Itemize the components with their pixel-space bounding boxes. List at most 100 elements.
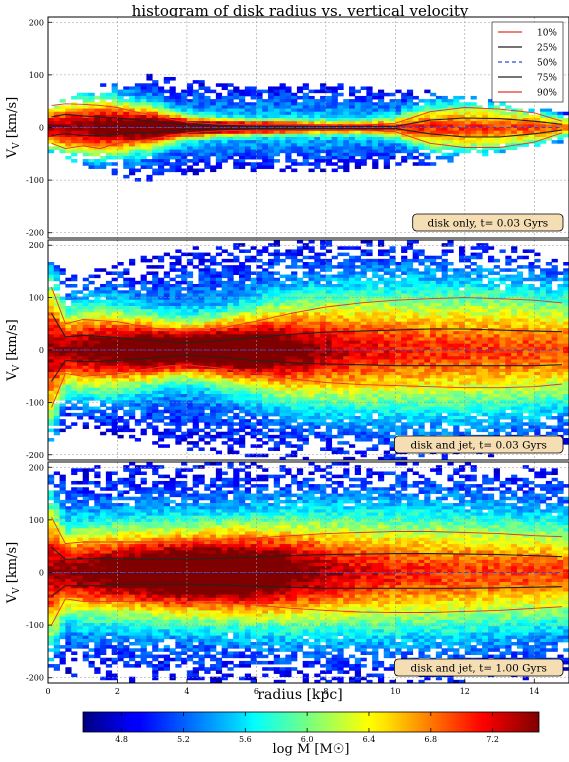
heatmap-cell xyxy=(129,155,136,160)
heatmap-cell xyxy=(366,299,373,304)
heatmap-cell xyxy=(244,353,252,357)
heatmap-cell xyxy=(53,146,60,150)
heatmap-cell xyxy=(447,127,454,132)
heatmap-cell xyxy=(343,102,350,106)
heatmap-cell xyxy=(250,168,257,173)
heatmap-cell xyxy=(117,324,124,329)
heatmap-cell xyxy=(117,309,124,313)
heatmap-cell xyxy=(273,86,280,91)
heatmap-cell xyxy=(198,296,205,301)
heatmap-cell xyxy=(48,140,55,144)
heatmap-cell xyxy=(59,365,66,370)
heatmap-cell xyxy=(82,387,89,392)
heatmap-cell xyxy=(65,111,72,116)
heatmap-cell xyxy=(146,271,153,275)
heatmap-cell xyxy=(262,416,269,420)
heatmap-cell xyxy=(320,155,327,160)
heatmap-cell xyxy=(100,290,107,294)
heatmap-cell xyxy=(152,80,159,84)
heatmap-cell xyxy=(314,431,321,436)
heatmap-cell xyxy=(296,368,304,373)
heatmap-cell xyxy=(349,127,356,132)
heatmap-cell xyxy=(337,149,344,154)
heatmap-cell xyxy=(262,318,269,323)
heatmap-cell xyxy=(314,387,321,392)
heatmap-cell xyxy=(123,155,130,160)
heatmap-cell xyxy=(146,350,153,354)
heatmap-cell xyxy=(65,133,72,138)
heatmap-cell xyxy=(349,118,356,122)
heatmap-cell xyxy=(192,346,199,351)
heatmap-cell xyxy=(169,143,176,147)
heatmap-cell xyxy=(134,152,142,157)
heatmap-cell xyxy=(395,140,402,144)
heatmap-cell xyxy=(181,89,188,94)
heatmap-cell xyxy=(256,328,263,332)
heatmap-cell xyxy=(146,143,153,147)
heatmap-cell xyxy=(291,280,298,285)
heatmap-cell xyxy=(140,375,147,379)
heatmap-cell xyxy=(169,127,176,132)
heatmap-cell xyxy=(48,387,55,392)
heatmap-cell xyxy=(325,290,333,294)
heatmap-cell xyxy=(59,381,66,385)
heatmap-cell xyxy=(291,252,298,257)
heatmap-cell xyxy=(244,102,252,106)
heatmap-cell xyxy=(296,89,304,94)
heatmap-cell xyxy=(192,409,199,414)
heatmap-cell xyxy=(383,111,390,116)
heatmap-cell xyxy=(227,394,234,398)
heatmap-cell xyxy=(186,105,194,109)
heatmap-cell xyxy=(285,400,292,404)
heatmap-cell xyxy=(302,108,309,113)
heatmap-cell xyxy=(175,149,182,154)
heatmap-cell xyxy=(82,277,89,282)
heatmap-cell xyxy=(256,114,263,119)
heatmap-cell xyxy=(169,168,176,173)
heatmap-cell xyxy=(227,365,234,370)
heatmap-cell xyxy=(157,265,165,269)
heatmap-cell xyxy=(244,400,252,404)
heatmap-cell xyxy=(152,397,159,401)
heatmap-cell xyxy=(65,394,72,398)
heatmap-cell xyxy=(140,143,147,147)
heatmap-cell xyxy=(267,324,275,329)
heatmap-cell xyxy=(262,299,269,304)
heatmap-cell xyxy=(48,419,55,423)
heatmap-cell xyxy=(198,149,205,154)
heatmap-cell xyxy=(117,359,124,363)
heatmap-cell xyxy=(325,108,333,113)
heatmap-cell xyxy=(192,124,199,128)
heatmap-cell xyxy=(175,309,182,313)
heatmap-cell xyxy=(331,353,338,357)
heatmap-cell xyxy=(291,105,298,109)
heatmap-cell xyxy=(453,127,460,132)
heatmap-cell xyxy=(152,331,159,335)
heatmap-cell xyxy=(76,356,84,360)
heatmap-cell xyxy=(349,159,356,163)
heatmap-cell xyxy=(325,268,333,272)
heatmap-cell xyxy=(505,133,512,138)
heatmap-cell xyxy=(308,130,315,135)
heatmap-cell xyxy=(406,108,414,113)
heatmap-cell xyxy=(331,302,338,307)
heatmap-cell xyxy=(100,149,107,154)
heatmap-cell xyxy=(82,118,89,122)
heatmap-cell xyxy=(100,165,107,169)
heatmap-cell xyxy=(453,114,460,119)
heatmap-cell xyxy=(262,296,269,301)
heatmap-cell xyxy=(215,293,223,297)
heatmap-cell xyxy=(499,124,506,128)
heatmap-cell xyxy=(71,331,78,335)
heatmap-cell xyxy=(302,102,309,106)
heatmap-cell xyxy=(273,318,280,323)
heatmap-cell xyxy=(152,381,159,385)
heatmap-cell xyxy=(522,143,529,147)
heatmap-cell xyxy=(239,293,246,297)
heatmap-cell xyxy=(71,284,78,288)
heatmap-cell xyxy=(233,431,240,436)
heatmap-cell xyxy=(111,136,118,141)
heatmap-cell xyxy=(215,406,223,411)
heatmap-cell xyxy=(134,293,142,297)
heatmap-cell xyxy=(152,425,159,429)
